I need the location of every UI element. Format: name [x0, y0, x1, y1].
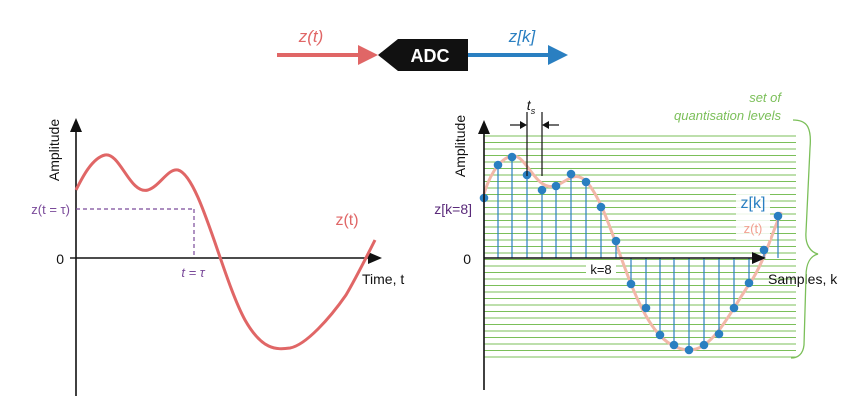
output-arrow-head: [548, 45, 568, 65]
tau-level-label: z(t = τ): [31, 202, 70, 217]
input-arrow-head: [358, 45, 378, 65]
sample-dot: [773, 211, 783, 221]
sample-dot: [537, 185, 547, 195]
right-zero-label: 0: [463, 251, 471, 267]
sample-dot: [669, 340, 679, 350]
left-curve-label: z(t): [335, 212, 358, 229]
quant-label-line-2: quantisation levels: [674, 108, 781, 123]
sample-dot: [655, 330, 665, 340]
sample-value-label: z[k=8]: [434, 201, 472, 217]
sample-dot: [759, 245, 769, 255]
adc-block: [378, 39, 468, 71]
ts-label: ts: [527, 97, 536, 116]
left-analog-curve: [74, 153, 377, 351]
left-zero-label: 0: [56, 251, 64, 267]
sample-dot: [714, 329, 724, 339]
sample-dot: [581, 177, 591, 187]
legend-background: [736, 192, 770, 240]
sample-dot: [684, 345, 694, 355]
sample-dot: [596, 202, 606, 212]
sample-dot: [493, 160, 503, 170]
adc-header: z(t) ADC z[k]: [277, 27, 568, 71]
right-y-axis-label: Amplitude: [452, 115, 468, 177]
sample-dot: [744, 278, 754, 288]
sample-dot: [566, 169, 576, 179]
output-signal-label: z[k]: [508, 27, 537, 46]
ts-right-arrow-head: [542, 121, 549, 129]
sample-index-label-bg: [586, 261, 616, 277]
legend-discrete: z[k]: [741, 195, 766, 212]
adc-block-label: ADC: [411, 46, 450, 66]
right-x-axis-arrow: [752, 252, 766, 264]
left-x-axis-label: Time, t: [362, 271, 404, 287]
sample-dot: [551, 181, 561, 191]
quant-brace: [790, 119, 819, 359]
sample-dot: [611, 236, 621, 246]
right-x-axis-label: Samples, k: [768, 271, 838, 287]
ts-left-arrow-head: [520, 121, 527, 129]
left-panel: Amplitude 0 Time, t z(t = τ) t = τ z(t): [31, 118, 404, 396]
sample-dot: [641, 303, 651, 313]
sample-dot: [507, 152, 517, 162]
right-panel: Amplitude 0 Samples, k ts z[k=8] k=8 set…: [434, 90, 838, 390]
left-y-axis-arrow: [70, 118, 82, 132]
quant-label-line-1: set of: [749, 90, 782, 105]
sample-dot: [626, 279, 636, 289]
right-y-axis-arrow: [478, 120, 490, 134]
sample-dot: [699, 340, 709, 350]
left-x-axis-arrow: [368, 252, 382, 264]
legend-continuous: z(t): [744, 221, 763, 236]
sample-dot: [729, 303, 739, 313]
sample-index-label: k=8: [590, 262, 611, 277]
left-y-axis-label: Amplitude: [46, 119, 62, 181]
right-continuous-curve: [481, 154, 783, 352]
tau-time-label: t = τ: [181, 265, 205, 280]
input-signal-label: z(t): [298, 27, 324, 46]
